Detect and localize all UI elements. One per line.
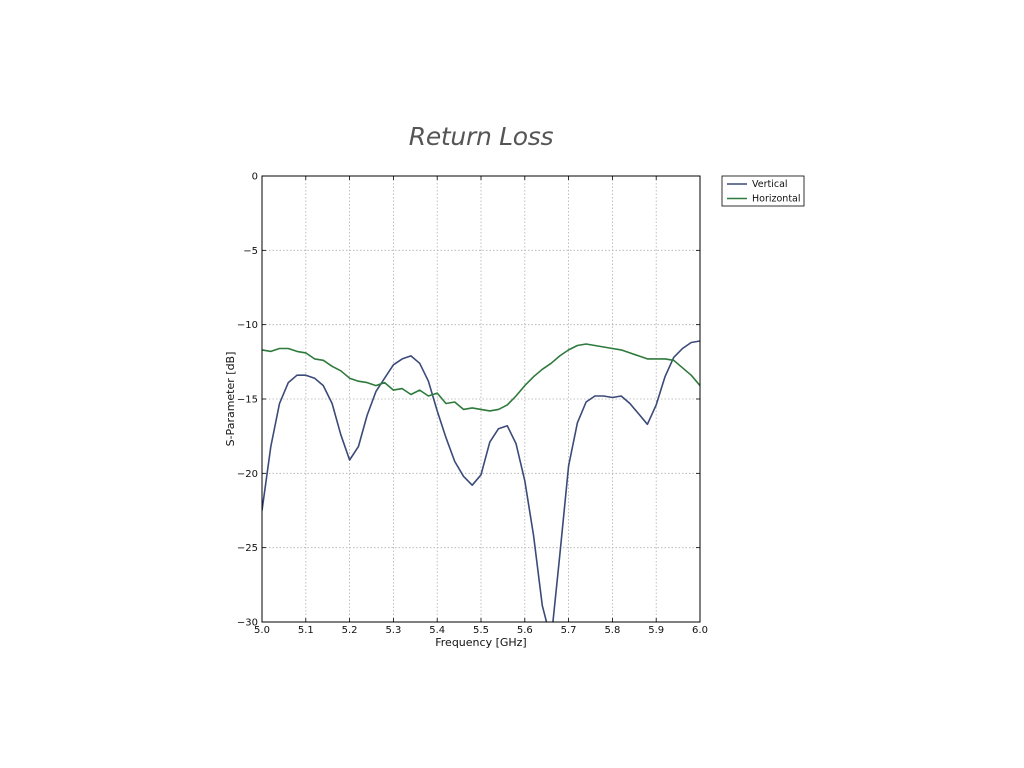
y-tick-label: −10: [237, 320, 258, 331]
x-tick-label: 5.5: [473, 625, 489, 636]
x-tick-label: 5.7: [561, 625, 577, 636]
ticks: 5.0 5.1 5.2 5.3 5.4 5.5 5.6 5.7 5.8 5.9 6.0 0 −5 −10 −…: [237, 172, 708, 637]
chart-title: Return Loss: [408, 122, 554, 151]
x-tick-label: 5.3: [385, 625, 401, 636]
legend-label-horizontal: Horizontal: [752, 194, 801, 205]
y-tick-label: 0: [252, 172, 258, 183]
x-tick-label: 6.0: [692, 625, 708, 636]
x-tick-label: 5.4: [429, 625, 445, 636]
y-tick-label: −15: [237, 395, 258, 406]
x-tick-label: 5.0: [254, 625, 270, 636]
x-tick-label: 5.6: [517, 625, 533, 636]
y-tick-label: −30: [237, 618, 258, 629]
series-line-vertical: [262, 340, 700, 622]
y-tick-label: −5: [243, 246, 258, 257]
x-tick-label: 5.1: [298, 625, 314, 636]
legend-box: [721, 175, 805, 207]
x-tick-label: 5.9: [648, 625, 664, 636]
x-axis-label: Frequency [GHz]: [435, 636, 526, 649]
legend: Vertical Horizontal: [721, 175, 805, 207]
grid: [262, 176, 700, 622]
x-tick-label: 5.2: [342, 625, 358, 636]
y-axis-label: S-Parameter [dB]: [224, 352, 237, 447]
series-line-horizontal: [262, 343, 700, 412]
series-layer: [262, 340, 700, 622]
legend-label-vertical: Vertical: [752, 179, 788, 190]
y-tick-label: −20: [237, 469, 258, 480]
x-tick-label: 5.8: [604, 625, 620, 636]
y-tick-label: −25: [237, 543, 258, 554]
